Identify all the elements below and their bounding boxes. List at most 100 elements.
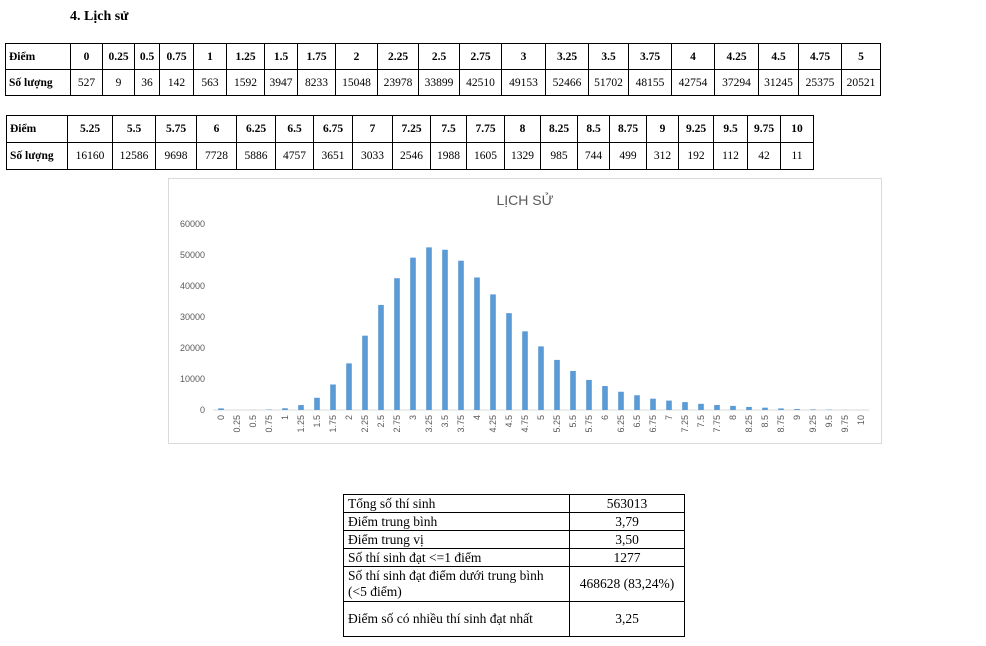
x-tick-label: 7 [664, 415, 674, 420]
score-cell: 8.25 [540, 115, 578, 143]
x-tick-label: 10 [856, 415, 866, 425]
x-axis-ticks: 0 0.25 0.5 0.75 1 1.25 1.5 1.75 2 2.25 2.5 2.75 3 3.2… [216, 415, 866, 433]
stats-label: Điểm trung vị [343, 530, 570, 549]
section-heading: 4. Lịch sử [70, 9, 129, 24]
score-row: Điểm 5.25 5.5 5.75 6 6.25 6.5 6.75 7 7.25 7.5 7.75… [6, 115, 814, 143]
x-tick-label: 6 [600, 415, 610, 420]
stats-value: 3,79 [569, 512, 685, 531]
stats-row: Số thí sinh đạt <=1 điểm 1277 [343, 548, 685, 567]
stats-label: Số thí sinh đạt điểm dưới trung bình (<5… [343, 566, 570, 602]
count-cell: 5886 [236, 142, 276, 170]
x-tick-label: 7.5 [696, 415, 706, 428]
bars [218, 247, 864, 410]
bar [298, 405, 304, 410]
bar [570, 370, 576, 410]
y-tick-label: 0 [200, 405, 205, 415]
bar [218, 408, 224, 410]
bar [714, 405, 720, 410]
x-tick-label: 4.25 [488, 415, 498, 433]
x-tick-label: 5.5 [568, 415, 578, 428]
x-tick-label: 9 [792, 415, 802, 420]
count-cell: 563 [193, 69, 227, 96]
bar [330, 384, 336, 410]
score-cell: 10 [780, 115, 814, 143]
stats-label: Điểm trung bình [343, 512, 570, 531]
bar [506, 313, 512, 410]
score-row: Điểm 0 0.25 0.5 0.75 1 1.25 1.5 1.75 2 2.25 2.5 2.7… [5, 43, 881, 70]
y-axis-ticks: 0 10000 20000 30000 40000 50000 60000 [180, 219, 205, 415]
bar [426, 247, 432, 410]
bar [650, 398, 656, 410]
count-cell: 9698 [155, 142, 197, 170]
count-cell: 42510 [459, 69, 502, 96]
score-cell: 9 [646, 115, 679, 143]
score-cell: 3.5 [588, 43, 629, 70]
x-tick-label: 7.25 [680, 415, 690, 433]
count-cell: 23978 [377, 69, 419, 96]
count-cell: 20521 [841, 69, 881, 96]
bar [634, 395, 640, 410]
count-cell: 527 [70, 69, 103, 96]
x-tick-label: 9.5 [824, 415, 834, 428]
row-label-score: Điểm [5, 43, 71, 70]
count-cell: 4757 [275, 142, 314, 170]
x-tick-label: 0 [216, 415, 226, 420]
count-cell: 11 [780, 142, 814, 170]
y-tick-label: 60000 [180, 219, 205, 229]
score-cell: 8.5 [577, 115, 610, 143]
count-cell: 1329 [504, 142, 541, 170]
x-tick-label: 4.5 [504, 415, 514, 428]
x-tick-label: 4.75 [520, 415, 530, 433]
stats-label: Điểm số có nhiều thí sinh đạt nhất [343, 601, 570, 637]
bar [794, 409, 800, 410]
count-cell: 142 [159, 69, 194, 96]
bar [698, 403, 704, 410]
bar [538, 346, 544, 410]
score-cell: 3.75 [628, 43, 672, 70]
score-cell: 7.25 [392, 115, 431, 143]
score-cell: 1.75 [297, 43, 336, 70]
count-cell: 312 [646, 142, 679, 170]
bar [666, 400, 672, 410]
stats-row: Tổng số thí sinh 563013 [343, 494, 685, 513]
score-cell: 8.75 [609, 115, 647, 143]
count-row: Số lượng 16160 12586 9698 7728 5886 4757 3651 3… [6, 142, 814, 170]
count-cell: 16160 [67, 142, 113, 170]
count-cell: 52466 [545, 69, 589, 96]
bar [778, 408, 784, 410]
count-cell: 15048 [335, 69, 378, 96]
stats-label: Số thí sinh đạt <=1 điểm [343, 548, 570, 567]
x-tick-label: 1.25 [296, 415, 306, 433]
x-tick-label: 5.25 [552, 415, 562, 433]
score-cell: 6.75 [313, 115, 353, 143]
row-label-score: Điểm [6, 115, 68, 143]
x-tick-label: 6.75 [648, 415, 658, 433]
count-cell: 1592 [226, 69, 265, 96]
count-cell: 31245 [758, 69, 799, 96]
bar [682, 402, 688, 410]
score-cell: 3.25 [545, 43, 589, 70]
bar [586, 379, 592, 410]
stats-row: Số thí sinh đạt điểm dưới trung bình (<5… [343, 566, 685, 602]
count-cell: 42 [747, 142, 781, 170]
bar [378, 304, 384, 410]
x-tick-label: 2.5 [376, 415, 386, 428]
bar [362, 335, 368, 410]
count-cell: 33899 [418, 69, 460, 96]
score-cell: 5 [841, 43, 881, 70]
x-tick-label: 2.25 [360, 415, 370, 433]
x-tick-label: 6.5 [632, 415, 642, 428]
chart-svg: LỊCH SỬ 0100002000030000400005000060000 … [180, 191, 869, 433]
y-tick-label: 10000 [180, 374, 205, 384]
bar [442, 249, 448, 410]
x-tick-label: 3.25 [424, 415, 434, 433]
count-cell: 7728 [196, 142, 237, 170]
score-cell: 9.25 [678, 115, 714, 143]
count-cell: 25375 [798, 69, 842, 96]
bar [810, 409, 816, 410]
row-label-count: Số lượng [6, 142, 68, 170]
count-cell: 112 [713, 142, 748, 170]
y-tick-label: 40000 [180, 281, 205, 291]
bar [554, 359, 560, 410]
bar [314, 397, 320, 410]
